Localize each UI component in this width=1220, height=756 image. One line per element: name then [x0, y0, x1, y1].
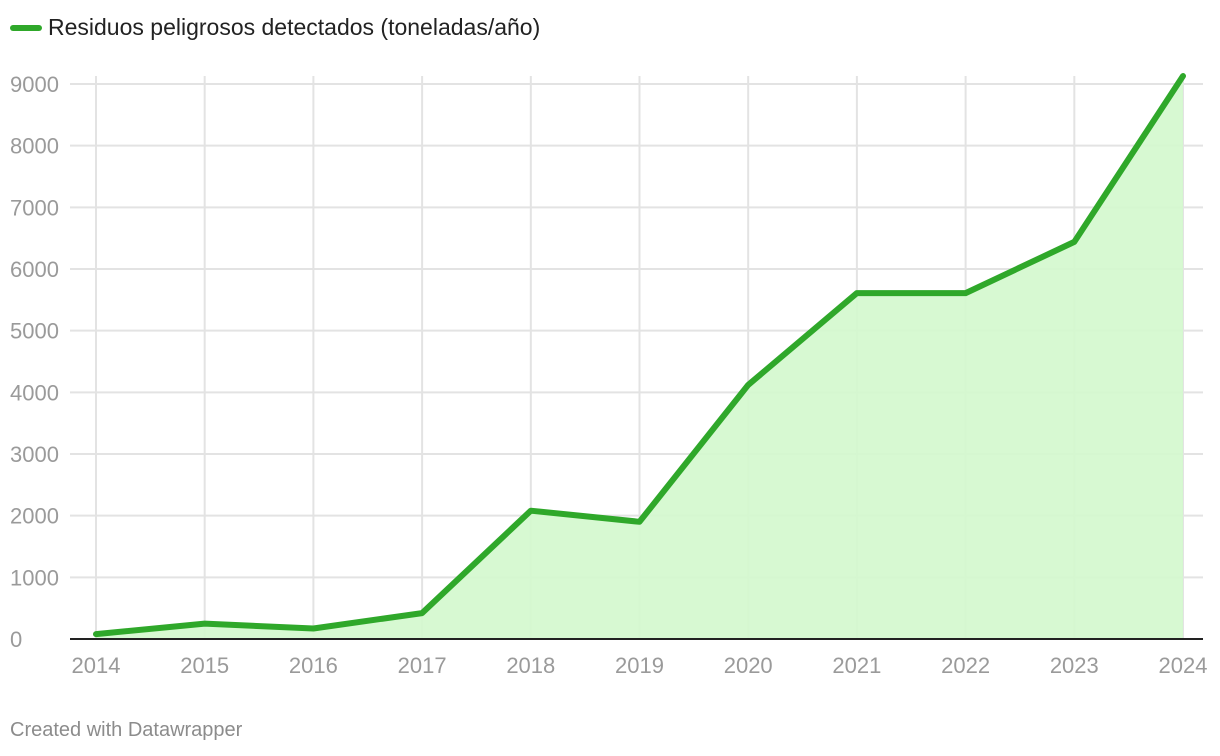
y-tick-label: 6000 [10, 257, 59, 282]
x-tick-label: 2015 [180, 653, 229, 678]
credit-text: Created with Datawrapper [10, 719, 243, 741]
x-tick-label: 2022 [941, 653, 990, 678]
y-tick-label: 9000 [10, 72, 59, 97]
y-tick-labels: 0 1000 2000 3000 4000 5000 6000 7000 8000 9000 [10, 72, 59, 652]
chart-legend: Residuos peligrosos detectados (tonelada… [10, 14, 540, 41]
y-tick-label: 2000 [10, 504, 59, 529]
legend-swatch [10, 24, 42, 31]
x-tick-label: 2020 [724, 653, 773, 678]
y-tick-label: 4000 [10, 380, 59, 405]
x-tick-label: 2018 [506, 653, 555, 678]
x-tick-label: 2016 [289, 653, 338, 678]
series-area [96, 76, 1183, 639]
x-tick-labels: 2014 2015 2016 2017 2018 2019 2020 2021 2022 2023… [72, 653, 1208, 678]
y-tick-label: 1000 [10, 565, 59, 590]
y-tick-label: 5000 [10, 319, 59, 344]
y-tick-label: 0 [10, 627, 22, 652]
y-tick-label: 3000 [10, 442, 59, 467]
series-line [93, 73, 1186, 638]
x-tick-label: 2017 [398, 653, 447, 678]
x-tick-label: 2024 [1159, 653, 1208, 678]
y-tick-label: 7000 [10, 195, 59, 220]
x-tick-label: 2014 [72, 653, 121, 678]
x-tick-label: 2023 [1050, 653, 1099, 678]
x-tick-label: 2019 [615, 653, 664, 678]
y-tick-label: 8000 [10, 134, 59, 159]
x-tick-label: 2021 [832, 653, 881, 678]
legend-label: Residuos peligrosos detectados (tonelada… [48, 14, 541, 40]
